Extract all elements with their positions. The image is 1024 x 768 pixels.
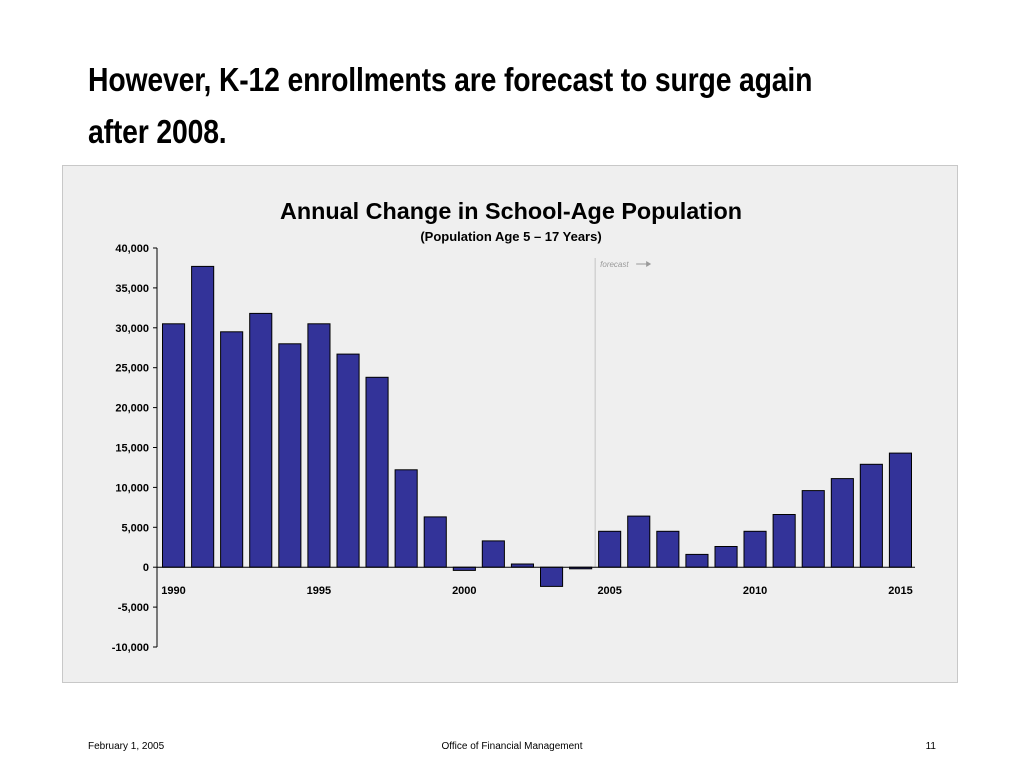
- y-tick-label: 25,000: [115, 363, 149, 375]
- bar-2011: [772, 514, 796, 568]
- bar-1990: [162, 323, 186, 568]
- chart-panel: Annual Change in School-Age Population (…: [62, 165, 958, 683]
- bar-2010: [743, 530, 767, 568]
- bar-2001: [481, 540, 505, 568]
- x-tick-label: 1995: [307, 585, 331, 597]
- footer-date: February 1, 2005: [88, 741, 165, 752]
- y-tick-label: 20,000: [115, 403, 149, 415]
- bar-2005: [598, 530, 622, 568]
- bar-1994: [278, 343, 302, 568]
- bar-2009: [714, 546, 738, 568]
- y-tick-label: -10,000: [112, 642, 149, 654]
- forecast-arrowhead: [646, 261, 652, 267]
- chart-title: Annual Change in School-Age Population: [280, 198, 742, 224]
- x-tick-label: 2000: [452, 585, 476, 597]
- bar-1992: [220, 331, 244, 568]
- x-tick-label: 2010: [743, 585, 767, 597]
- bar-1995: [307, 323, 331, 568]
- bar-2015: [888, 452, 913, 568]
- y-tick-label: 5,000: [121, 522, 149, 534]
- y-tick-label: 0: [143, 562, 149, 574]
- bar-1991: [191, 265, 215, 568]
- y-tick-label: 40,000: [115, 243, 149, 255]
- bar-2013: [830, 478, 854, 568]
- y-tick-label: 10,000: [115, 482, 149, 494]
- plot-area: 40,000 35,000 30,000 25,000 20,000 15,000 10,0…: [112, 243, 915, 654]
- x-tick-label: 2015: [888, 585, 912, 597]
- bar-1999: [423, 516, 447, 568]
- bar-chart: Annual Change in School-Age Population (…: [112, 198, 915, 654]
- x-tick-label: 1990: [161, 585, 185, 597]
- bar-1993: [249, 312, 273, 568]
- bar-2007: [656, 530, 680, 568]
- forecast-label: forecast: [600, 260, 629, 269]
- footer-organization: Office of Financial Management: [441, 741, 583, 752]
- bar-2012: [801, 490, 825, 568]
- bar-1997: [365, 376, 389, 568]
- bar-2008: [685, 553, 709, 568]
- chart-subtitle: (Population Age 5 – 17 Years): [420, 229, 601, 244]
- footer-page-number: 11: [925, 741, 936, 752]
- bar-1996: [336, 353, 360, 568]
- bar-1998: [394, 469, 418, 568]
- slide-title: However, K-12 enrollments are forecast t…: [88, 61, 813, 150]
- x-tick-label: 2005: [597, 585, 621, 597]
- y-tick-label: -5,000: [118, 602, 149, 614]
- bar-2003: [540, 566, 564, 587]
- bar-2014: [859, 463, 883, 568]
- y-tick-label: 15,000: [115, 443, 149, 455]
- y-tick-label: 30,000: [115, 323, 149, 335]
- y-tick-label: 35,000: [115, 283, 149, 295]
- bar-2006: [627, 515, 651, 568]
